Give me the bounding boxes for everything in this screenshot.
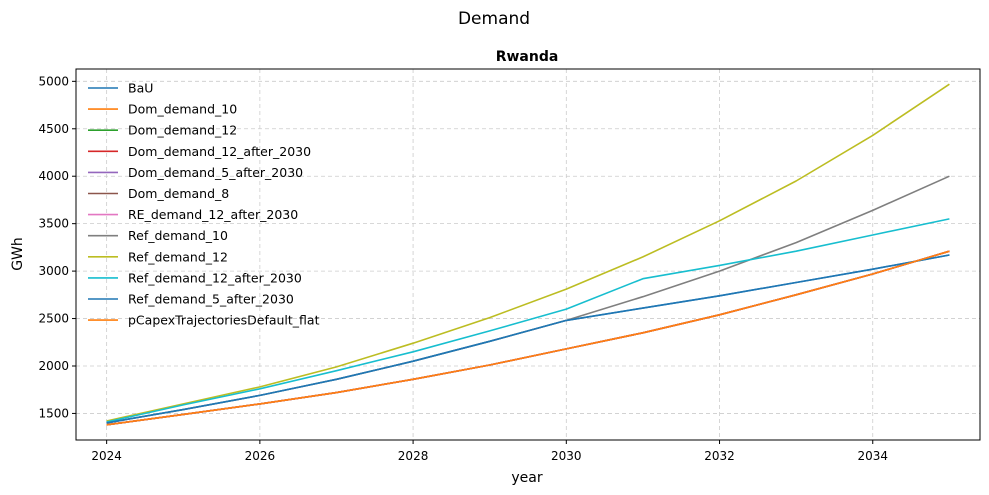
chart-title: Rwanda (496, 49, 559, 65)
y-tick-label: 2000 (38, 359, 69, 373)
legend-label-dom-demand-8: Dom_demand_8 (128, 186, 229, 201)
x-axis-label: year (511, 470, 542, 486)
x-tick-label: 2034 (857, 449, 888, 463)
legend-label-re-demand-12-after-2030: RE_demand_12_after_2030 (128, 207, 298, 222)
y-tick-label: 3500 (38, 217, 69, 231)
x-tick-label: 2028 (398, 449, 429, 463)
grid-layer (76, 69, 980, 440)
series-line-ref-demand-12 (106, 83, 950, 422)
y-tick-label: 1500 (38, 406, 69, 420)
legend: BaU Dom_demand_10 Dom_demand_12 Dom_demand_… (88, 81, 320, 328)
series-line-pcapextrajectoriesdefault-flat (106, 250, 950, 426)
legend-label-bau: BaU (128, 81, 153, 96)
y-tick-label: 4000 (38, 169, 69, 183)
legend-label-ref-demand-12-after-2030: Ref_demand_12_after_2030 (128, 270, 302, 285)
chart-suptitle: Demand (458, 9, 530, 29)
legend-label-dom-demand-12: Dom_demand_12 (128, 123, 237, 138)
y-tick-label: 3000 (38, 264, 69, 278)
plot-frame (75, 68, 981, 441)
y-tick-label: 4500 (38, 122, 69, 136)
legend-label-ref-demand-12: Ref_demand_12 (128, 249, 228, 264)
series-line-ref-demand-5-after-2030 (106, 254, 950, 424)
series-line-ref-demand-12-after-2030 (106, 218, 950, 423)
legend-label-ref-demand-10: Ref_demand_10 (128, 228, 228, 243)
x-tick-label: 2032 (704, 449, 735, 463)
legend-label-dom-demand-10: Dom_demand_10 (128, 102, 237, 117)
y-tick-label: 5000 (38, 74, 69, 88)
series-layer (106, 83, 950, 426)
tick-layer: 2024 2026 2028 2030 2032 2034 1500 2000 2500 3000… (38, 74, 888, 463)
x-tick-label: 2030 (551, 449, 582, 463)
y-tick-label: 2500 (38, 312, 69, 326)
legend-label-ref-demand-5-after-2030: Ref_demand_5_after_2030 (128, 292, 294, 307)
legend-label-pcapextrajectoriesdefault-flat: pCapexTrajectoriesDefault_flat (128, 313, 320, 328)
x-tick-label: 2024 (91, 449, 122, 463)
legend-label-dom-demand-12-after-2030: Dom_demand_12_after_2030 (128, 144, 311, 159)
y-axis-label: GWh (10, 237, 26, 271)
legend-label-dom-demand-5-after-2030: Dom_demand_5_after_2030 (128, 165, 303, 180)
x-tick-label: 2026 (245, 449, 276, 463)
